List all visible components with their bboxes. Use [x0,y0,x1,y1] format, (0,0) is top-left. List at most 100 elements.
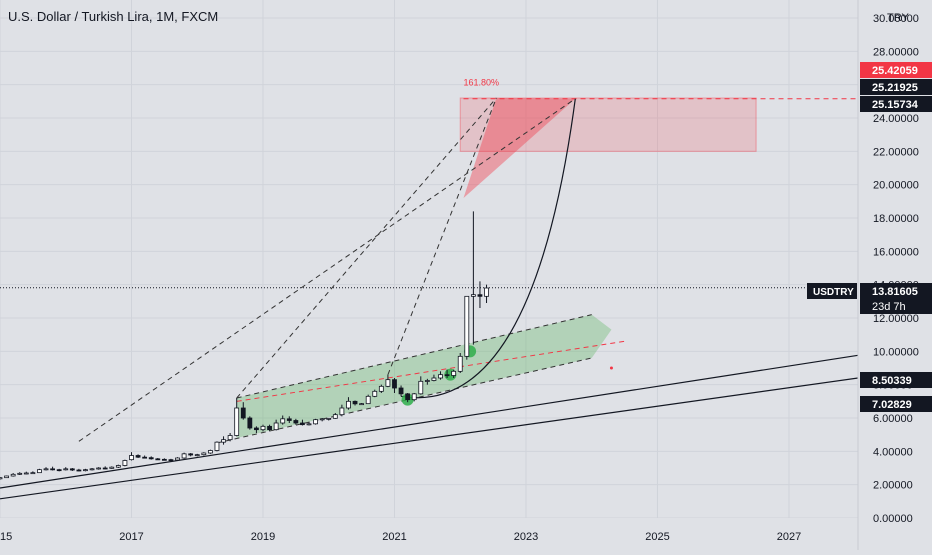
candle [451,370,457,376]
dot-marker [609,366,613,370]
candle [359,403,365,406]
candle [214,441,220,451]
candle [181,453,187,459]
candle [63,468,69,471]
price-tag-text: 25.21925 [872,82,918,94]
candle [267,425,272,431]
candle [319,418,325,421]
candle [227,435,233,441]
parabolic-curve [400,98,576,399]
candle [352,400,358,405]
candle [83,469,88,472]
candle [234,407,240,436]
price-tag-text: 7.02829 [872,399,912,411]
candle [43,468,49,471]
candle [142,456,148,459]
candle [102,467,108,470]
candle [385,379,391,387]
y-tick-label: 16.00000 [873,246,919,258]
y-tick-label: 4.00000 [873,446,913,458]
candle [280,418,286,424]
candle [109,466,115,469]
candle [207,450,213,454]
candle [405,393,411,401]
x-tick-label: 2019 [251,531,275,543]
x-tick-label: 2027 [777,531,801,543]
fan-line-long [78,98,576,442]
candle [254,427,259,431]
candle [201,452,207,456]
y-tick-label: 24.00000 [873,113,919,125]
x-tick-label: 2015 [0,531,12,543]
x-tick-labels: 2015 2017 2019 2021 2023 2025 2027 [0,531,801,543]
candle [273,422,279,431]
candle [431,377,437,381]
y-tick-label: 30.00000 [873,13,919,25]
candle [313,419,318,425]
candle [135,455,141,458]
candle [392,379,397,389]
candle [129,455,134,461]
price-tag [860,372,932,388]
candle [260,425,266,431]
candle [10,473,16,477]
currency-label: TRY [887,12,909,24]
candle [378,385,384,392]
candle [398,387,404,395]
channel-upper-line [236,314,592,399]
candle [411,393,417,401]
red-midline [236,340,625,402]
price-tag-text: 25.42059 [872,65,918,77]
price-tag-text: 8.50339 [872,375,912,387]
candle [168,459,174,462]
candle [115,465,121,468]
price-tag [860,79,932,95]
symbol-tag [807,283,857,299]
candle [306,423,312,426]
price-tag-text: 25.15734 [872,99,919,111]
candle [17,472,23,475]
green-channel [236,314,612,438]
y-tick-label: 6.00000 [873,413,913,425]
candle [96,467,102,470]
candle [175,457,180,461]
candle [89,468,95,471]
y-tick-label: 2.00000 [873,480,913,492]
x-tick-label: 2021 [382,531,406,543]
candle [30,472,36,475]
support-line-1 [0,354,859,489]
price-tag [860,283,932,299]
candle [464,295,470,357]
candle [76,469,82,472]
candle [161,458,167,461]
fan-line-steep [236,97,497,399]
candle [122,460,128,466]
support-line-2 [0,377,859,500]
countdown-text: 23d 7h [872,301,906,313]
candle [221,439,226,443]
candle [484,287,489,297]
candle [365,395,371,405]
candle [188,453,194,456]
candle [372,390,378,397]
y-tick-label: 0.00000 [873,513,913,525]
candle [300,422,305,426]
candle [50,468,55,471]
price-tag-text: 13.81605 [872,286,918,298]
y-tick-label: 10.00000 [873,346,919,358]
red-fib-triangle [463,98,576,198]
candle [326,417,332,420]
y-tick-label: 12.00000 [873,313,919,325]
x-tick-label: 2025 [645,531,669,543]
chart-title: U.S. Dollar / Turkish Lira, 1M, FXCM [8,9,219,24]
candle [155,458,161,461]
candle [240,407,246,419]
candle [37,469,42,474]
candle [438,374,443,379]
candles [0,211,489,480]
price-tag [860,96,932,112]
time-axis [0,518,858,550]
